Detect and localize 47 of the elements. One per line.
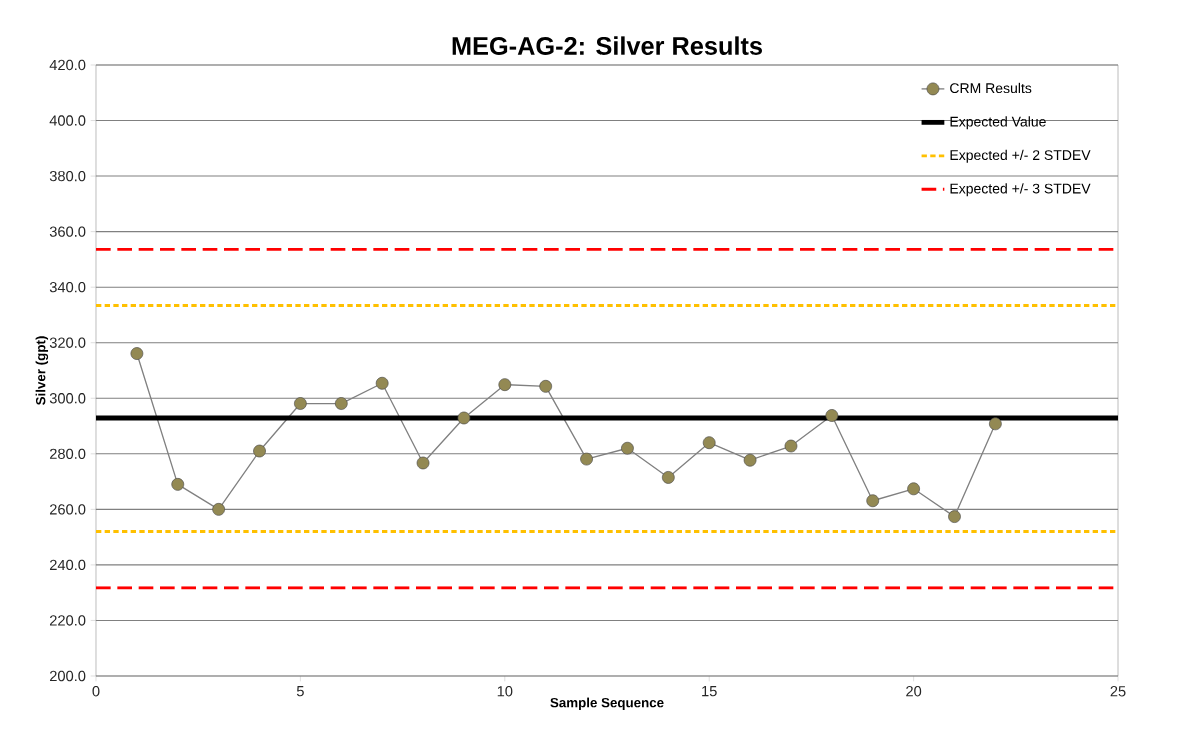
y-tick-label: 240.0 — [49, 559, 86, 571]
point — [334, 397, 348, 410]
y-tick-label: 220.0 — [49, 615, 86, 626]
point — [989, 417, 1002, 431]
legend-label: CRM Results — [950, 82, 1032, 94]
x-tick-label: 25 — [1110, 686, 1126, 697]
point — [539, 379, 553, 393]
y-axis-title: Silver (gpt) — [35, 336, 49, 405]
legend-label: Expected Value — [950, 116, 1046, 130]
point — [375, 376, 389, 390]
point — [171, 478, 185, 491]
point — [948, 510, 961, 523]
point — [661, 471, 675, 484]
point — [212, 503, 225, 516]
x-tick-label: 20 — [906, 686, 922, 697]
y-tick-label: 380.0 — [49, 170, 86, 182]
legend-label: Expected +/- 3 STDEV — [950, 183, 1091, 197]
point — [621, 441, 634, 455]
y-tick-label: 280.0 — [49, 448, 86, 460]
point — [498, 378, 512, 391]
point — [294, 397, 307, 410]
y-tick-label: 420.0 — [49, 59, 86, 71]
y-tick-label: 360.0 — [49, 226, 86, 237]
point — [253, 444, 266, 458]
y-tick-label: 340.0 — [49, 282, 86, 293]
point — [702, 436, 716, 450]
x-tick-label: 10 — [497, 686, 513, 697]
point — [866, 494, 880, 508]
point — [130, 347, 144, 360]
point — [907, 482, 920, 496]
y-tick-label: 260.0 — [49, 504, 86, 515]
chart-title: MEG-AG-2: Silver Results — [452, 36, 762, 55]
x-tick-label: 0 — [92, 686, 100, 697]
point — [825, 409, 839, 422]
point — [416, 456, 430, 470]
y-tick-label: 300.0 — [49, 393, 86, 404]
legend-label: Expected +/- 2 STDEV — [950, 149, 1091, 163]
y-tick-label: 400.0 — [49, 115, 86, 126]
point — [457, 411, 471, 425]
point — [580, 452, 593, 466]
x-axis-title: Sample Sequence — [550, 697, 664, 710]
point — [784, 439, 798, 453]
x-tick-label: 15 — [702, 686, 717, 697]
y-tick-label: 200.0 — [49, 670, 86, 682]
x-tick-label: 5 — [296, 686, 304, 697]
point — [743, 453, 757, 467]
y-tick-label: 320.0 — [49, 337, 86, 348]
